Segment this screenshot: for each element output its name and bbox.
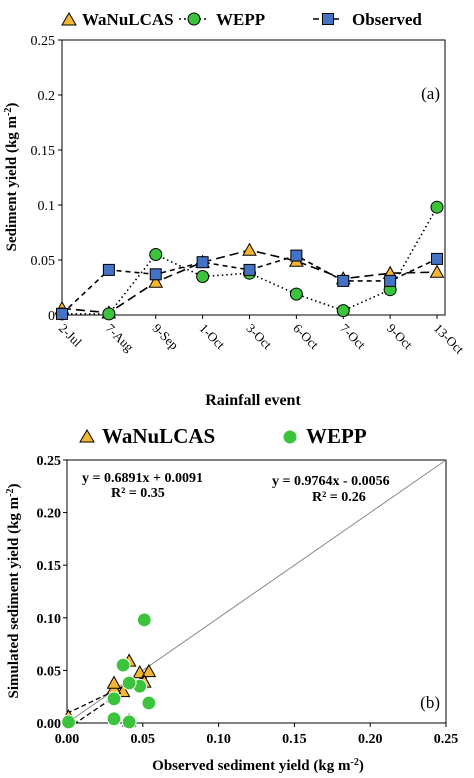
point-wepp — [289, 287, 303, 301]
y-tick-label-b: 0.20 — [37, 507, 62, 522]
y-axis-label-b: Simulated sediment yield (kg m-2) — [5, 483, 22, 698]
series-line-wanulcas — [61, 249, 438, 314]
y-tick-label-b: 0.05 — [37, 664, 62, 679]
legend-wanulcas-label: WaNuLCAS — [82, 10, 174, 29]
point-wepp — [149, 248, 163, 261]
regression-r2-wanulcas: R² = 0.35 — [111, 486, 165, 501]
point-wepp — [102, 307, 116, 321]
point-b-wepp — [106, 691, 122, 707]
point-b-wepp — [106, 711, 122, 727]
point-wanulcas — [148, 274, 164, 288]
panel-label-b: (b) — [420, 693, 440, 712]
plot-frame-b — [66, 459, 447, 724]
point-b-wepp — [115, 657, 131, 673]
legend-b-wepp-label: WEPP — [306, 424, 367, 448]
point-observed — [431, 252, 443, 265]
y-tick-label-a: 0.25 — [31, 34, 56, 49]
legend-wepp-label: WEPP — [216, 10, 265, 29]
y-tick-label-b: 0.00 — [37, 717, 62, 732]
point-wepp — [336, 304, 350, 318]
x-tick-label-b: 0.25 — [434, 732, 459, 747]
x-tick-label-b: 0.00 — [55, 732, 80, 747]
x-tick-label-b: 0.15 — [282, 732, 307, 747]
y-tick-label-a: 0 — [48, 309, 55, 324]
point-b-wepp — [136, 612, 152, 628]
point-observed — [243, 263, 256, 276]
regression-r2-wepp: R² = 0.26 — [312, 490, 366, 505]
point-observed — [337, 274, 350, 287]
x-tick-label-a: 7-Aug — [103, 321, 137, 355]
legend-observed-marker — [322, 13, 334, 25]
point-b-wepp — [121, 675, 137, 691]
legend-b: WaNuLCAS WEPP — [79, 424, 367, 448]
point-wepp — [196, 270, 210, 283]
x-tick-label-a: 3-Oct — [243, 321, 275, 353]
x-tick-label-a: 9-Oct — [384, 321, 416, 353]
point-observed — [102, 263, 115, 276]
point-wanulcas — [429, 264, 445, 278]
point-observed — [384, 274, 397, 287]
y-axis-a: 0 0.05 0.1 0.15 0.2 0.25 — [31, 34, 62, 324]
point-b-wanulcas — [106, 675, 122, 689]
y-tick-label-b: 0.15 — [37, 559, 62, 574]
points-b — [61, 612, 157, 730]
y-axis-label-a: Sediment yield (kg m-2) — [3, 103, 20, 252]
y-tick-label-a: 0.05 — [31, 254, 56, 269]
y-axis-b: 0.00 0.05 0.10 0.15 0.20 0.25 — [37, 454, 67, 732]
y-tick-label-a: 0.1 — [38, 199, 56, 214]
point-observed — [196, 256, 209, 269]
point-b-wepp — [141, 695, 157, 711]
panel-b: WaNuLCAS WEPP (b) 0.000.050.100.150.200.… — [5, 424, 458, 774]
point-b-wepp — [61, 714, 76, 730]
x-tick-label-a: 9-Sep — [150, 321, 182, 353]
plot-frame-a — [61, 39, 446, 316]
regression-eq-wepp: y = 0.9764x - 0.0056 — [272, 474, 390, 489]
point-b-wepp — [121, 714, 137, 730]
legend-b-wanulcas-marker — [79, 429, 95, 443]
regression-eq-wanulcas: y = 0.6891x + 0.0091 — [82, 471, 203, 486]
panel-a: WaNuLCAS WEPP Observed (a) 00.050.10.150… — [3, 10, 467, 409]
legend-b-wepp-marker — [282, 429, 298, 445]
series-line-wepp — [62, 206, 438, 315]
x-tick-label-a: 13-Oct — [431, 321, 467, 357]
x-tick-label-b: 0.10 — [206, 732, 231, 747]
x-tick-label-b: 0.20 — [358, 732, 383, 747]
point-observed — [56, 307, 68, 320]
legend-observed-label: Observed — [352, 10, 422, 29]
legend-wepp-marker — [187, 12, 201, 26]
y-tick-label-a: 0.2 — [38, 89, 56, 104]
x-tick-label-a: 2-Jul — [56, 321, 85, 350]
legend-wanulcas-marker — [61, 12, 77, 26]
x-axis-b: 0.00 0.05 0.10 0.15 0.20 0.25 — [55, 723, 459, 747]
point-b-wanulcas — [141, 663, 157, 678]
y-tick-label-a: 0.15 — [31, 144, 56, 159]
series-a — [54, 200, 445, 321]
x-axis-label-b: Observed sediment yield (kg m-2) — [152, 757, 364, 774]
point-wepp — [430, 200, 444, 214]
point-observed — [290, 249, 303, 262]
legend-b-wanulcas-label: WaNuLCAS — [102, 424, 215, 448]
x-axis-label-a: Rainfall event — [205, 392, 301, 409]
legend-a: WaNuLCAS WEPP Observed — [61, 10, 422, 29]
point-observed — [149, 268, 162, 281]
point-wanulcas — [242, 242, 257, 256]
y-tick-label-b: 0.10 — [37, 612, 62, 627]
y-tick-label-b: 0.25 — [37, 454, 62, 469]
x-tick-label-a: 7-Oct — [337, 321, 369, 353]
x-tick-label-a: 1-Oct — [197, 321, 229, 353]
x-axis-a: 2-Jul 7-Aug 9-Sep 1-Oct 3-Oct 6-Oct 7-Oct 9-Oct… — [56, 315, 467, 357]
x-tick-label-a: 6-Oct — [290, 321, 322, 353]
panel-label-a: (a) — [421, 84, 440, 103]
x-tick-label-b: 0.05 — [131, 732, 156, 747]
